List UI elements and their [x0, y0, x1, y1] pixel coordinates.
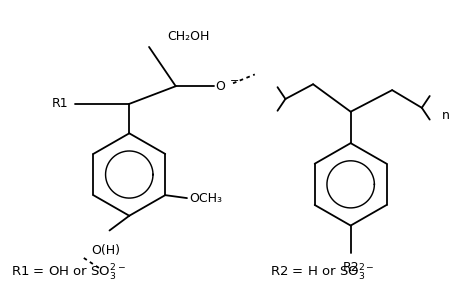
Text: n: n — [442, 109, 449, 122]
Text: O: O — [215, 80, 225, 93]
Text: CH₂OH: CH₂OH — [167, 30, 209, 43]
Text: O(H): O(H) — [91, 244, 120, 257]
Text: R2: R2 — [342, 261, 359, 274]
Text: R2 = H or SO$_3^{2-}$: R2 = H or SO$_3^{2-}$ — [270, 262, 374, 283]
Text: OCH₃: OCH₃ — [189, 192, 222, 205]
Text: R1: R1 — [51, 98, 68, 110]
Text: R1 = OH or SO$_3^{2-}$: R1 = OH or SO$_3^{2-}$ — [11, 262, 126, 283]
Text: −: − — [230, 76, 239, 86]
